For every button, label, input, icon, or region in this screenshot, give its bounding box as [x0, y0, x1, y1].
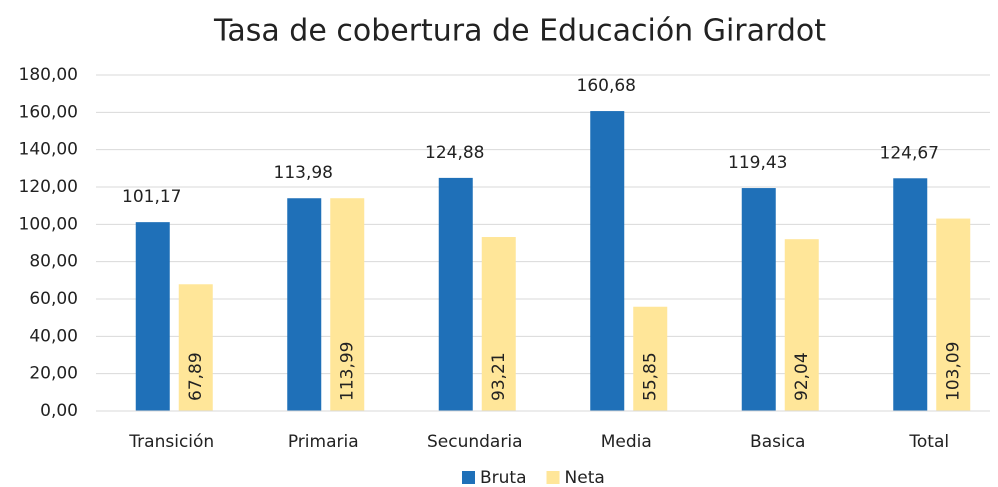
y-tick-label: 180,00	[19, 65, 78, 85]
bar	[936, 218, 971, 411]
x-tick-label: Total	[908, 432, 949, 452]
legend-label: Bruta	[480, 468, 527, 487]
y-tick-label: 120,00	[19, 177, 78, 197]
bar	[893, 178, 928, 411]
y-tick-label: 60,00	[29, 289, 78, 309]
bar	[633, 306, 668, 411]
x-tick-label: Primaria	[288, 432, 359, 452]
data-label: 160,68	[577, 76, 636, 96]
bar	[481, 237, 516, 411]
y-tick-label: 80,00	[29, 252, 78, 272]
bar	[330, 198, 365, 411]
data-label: 93,21	[489, 352, 509, 401]
bar	[590, 111, 625, 412]
legend-label: Neta	[565, 468, 605, 487]
y-tick-label: 100,00	[19, 214, 78, 234]
chart-title: Tasa de cobertura de Educación Girardot	[213, 14, 826, 49]
data-label: 92,04	[792, 352, 812, 401]
y-tick-label: 0,00	[40, 401, 78, 421]
data-label: 124,67	[880, 143, 939, 163]
x-tick-label: Secundaria	[427, 432, 522, 452]
data-label: 103,09	[943, 342, 963, 401]
bar	[287, 198, 322, 411]
legend-swatch	[462, 471, 475, 484]
bar	[784, 239, 819, 411]
y-tick-label: 20,00	[29, 364, 78, 384]
data-label: 113,98	[274, 163, 333, 183]
x-tick-label: Media	[601, 432, 652, 452]
bar	[741, 188, 776, 411]
y-tick-label: 140,00	[19, 140, 78, 160]
y-tick-label: 160,00	[19, 102, 78, 122]
legend-swatch	[546, 471, 560, 484]
x-tick-label: Basica	[750, 432, 805, 452]
bar	[438, 177, 473, 411]
data-label: 67,89	[186, 352, 206, 401]
data-label: 119,43	[728, 153, 787, 173]
data-label: 124,88	[425, 143, 484, 163]
bar	[178, 284, 213, 411]
data-label: 113,99	[337, 342, 357, 401]
bar	[135, 222, 170, 411]
data-label: 55,85	[640, 352, 660, 401]
y-tick-label: 40,00	[29, 326, 78, 346]
x-tick-label: Transición	[128, 432, 214, 452]
data-label: 101,17	[122, 187, 181, 207]
